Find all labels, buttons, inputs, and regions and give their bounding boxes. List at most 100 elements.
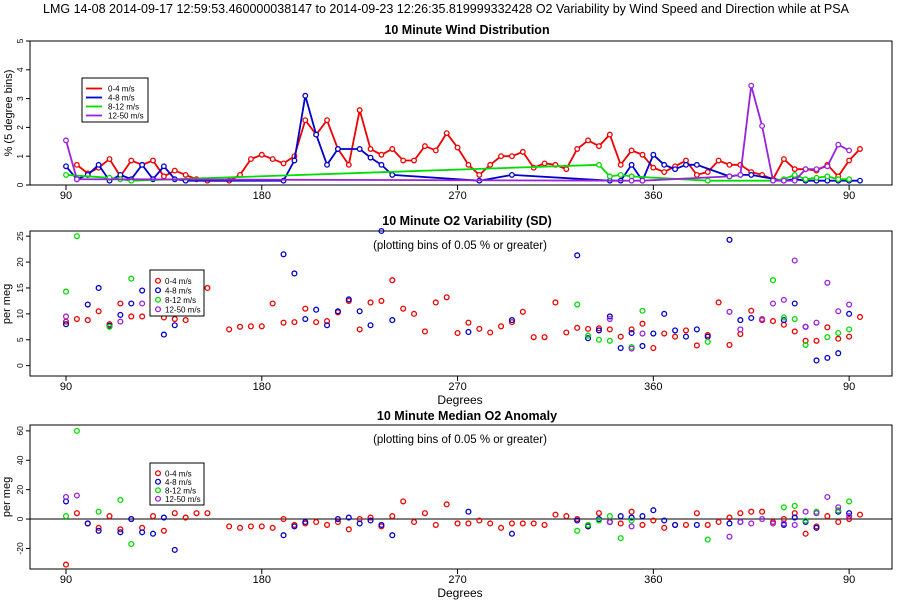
legend-label: 0-4 m/s <box>165 469 192 478</box>
data-point <box>269 524 276 531</box>
data-point <box>280 515 287 523</box>
data-point <box>650 330 657 337</box>
data-point <box>182 317 189 324</box>
data-point <box>530 334 537 341</box>
data-point <box>117 300 124 307</box>
data-point <box>617 513 624 520</box>
data-point <box>258 523 265 530</box>
data-point <box>759 315 766 323</box>
plot-area <box>62 427 864 568</box>
y-tick-label: 20 <box>15 485 25 495</box>
data-point <box>204 510 211 517</box>
data-point <box>846 326 853 333</box>
series-0-4-m-s <box>62 498 864 568</box>
data-point <box>737 518 744 526</box>
y-axis: 0 1 2 3 4 5 <box>15 38 30 187</box>
data-point <box>563 329 570 336</box>
data-point <box>672 166 679 173</box>
x-tick-label: 90 <box>843 574 855 586</box>
data-point <box>182 514 189 521</box>
data-point <box>813 524 820 531</box>
data-point <box>846 157 853 164</box>
data-point <box>683 161 689 168</box>
data-point <box>650 344 657 352</box>
data-point <box>541 160 548 167</box>
data-point <box>813 166 820 173</box>
x-tick-label: 180 <box>253 381 271 393</box>
legend-label: 12-50 m/s <box>165 305 201 314</box>
data-point <box>508 171 515 178</box>
data-point <box>824 513 831 520</box>
data-point <box>563 166 570 173</box>
data-point <box>791 315 798 323</box>
data-point <box>813 174 820 181</box>
data-point <box>258 151 265 158</box>
data-point <box>769 277 777 284</box>
data-point <box>628 523 635 530</box>
data-point <box>367 154 374 161</box>
data-point <box>824 324 831 331</box>
data-point <box>824 163 831 170</box>
data-point <box>171 167 178 174</box>
data-point <box>236 524 244 531</box>
data-point <box>813 510 820 517</box>
x-tick-label: 90 <box>60 574 72 586</box>
data-point <box>389 171 396 178</box>
data-point <box>73 510 80 517</box>
data-point <box>95 524 102 531</box>
data-point <box>606 313 613 320</box>
data-point <box>846 147 853 154</box>
data-point <box>106 513 113 520</box>
data-point <box>117 496 124 503</box>
data-point <box>661 524 668 531</box>
data-point <box>759 508 766 515</box>
data-point <box>563 513 570 520</box>
panel-title: 10 Minute Wind Distribution <box>384 23 549 37</box>
data-point <box>193 510 200 517</box>
data-point <box>596 161 602 168</box>
data-point <box>639 307 646 314</box>
data-point <box>128 275 135 282</box>
y-tick-label: -20 <box>15 542 25 555</box>
data-point <box>595 510 603 517</box>
data-point <box>693 171 700 178</box>
plot-frame <box>29 40 893 186</box>
data-point <box>748 82 755 89</box>
data-point <box>704 521 711 528</box>
data-point <box>443 294 450 301</box>
plot-frame <box>29 230 893 377</box>
y-axis-label: per meg <box>1 477 13 517</box>
data-point <box>389 532 396 539</box>
legend-swatch <box>154 478 162 485</box>
y-tick-label: 0 <box>15 182 25 187</box>
data-point <box>574 252 581 259</box>
data-point <box>302 315 309 323</box>
data-point <box>345 526 352 533</box>
data-point <box>650 164 657 171</box>
data-point <box>585 335 592 342</box>
data-point <box>378 227 385 235</box>
data-point <box>650 151 657 158</box>
data-point <box>226 523 233 530</box>
data-point <box>171 510 178 517</box>
data-point <box>628 329 635 337</box>
data-point <box>780 317 787 324</box>
data-point <box>672 327 679 334</box>
data-point <box>454 520 461 527</box>
data-point <box>606 518 613 526</box>
data-point <box>160 527 167 534</box>
legend-swatch <box>154 487 162 494</box>
data-point <box>84 317 91 324</box>
data-point <box>280 532 287 539</box>
legend-label: 12-50 m/s <box>165 495 201 504</box>
legend-swatch <box>154 277 162 284</box>
x-axis-label: Degrees <box>437 393 482 407</box>
data-point <box>682 327 690 334</box>
data-point <box>791 328 798 335</box>
data-point <box>802 341 809 348</box>
data-point <box>726 514 733 521</box>
data-point <box>791 502 798 509</box>
data-point <box>628 326 635 333</box>
data-point <box>334 518 341 526</box>
data-point <box>802 166 809 173</box>
